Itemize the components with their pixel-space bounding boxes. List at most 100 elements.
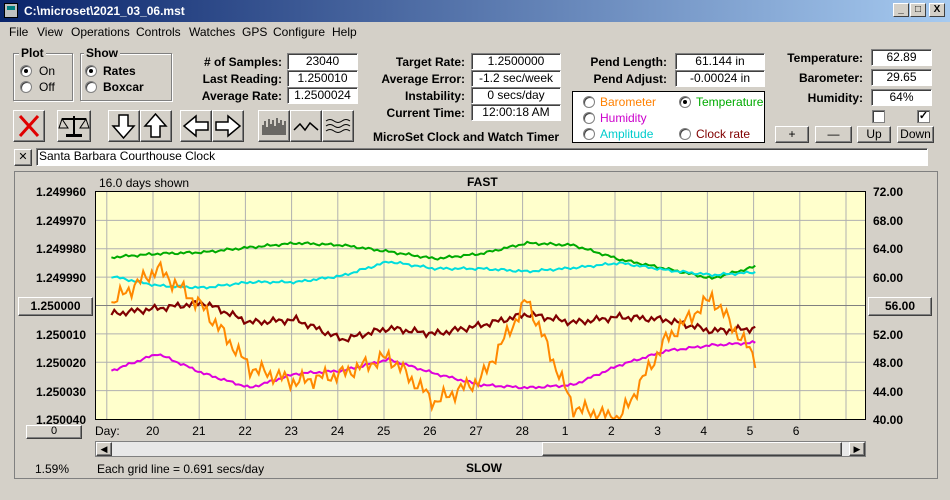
minus-button[interactable]: — <box>815 126 852 143</box>
horizontal-scrollbar[interactable]: ◀ ▶ <box>95 441 866 457</box>
app-title: MicroSet Clock and Watch Timer <box>373 130 560 144</box>
day-tick: 23 <box>284 424 298 438</box>
menu-operations[interactable]: Operations <box>71 25 130 39</box>
temperature-label: Temperature: <box>787 51 863 65</box>
barometer-label: Barometer: <box>798 71 863 85</box>
humidity-label: Humidity: <box>807 91 863 105</box>
current-time-field: 12:00:18 AM <box>471 104 561 121</box>
bar-graph-icon <box>262 118 286 135</box>
day-tick: 26 <box>423 424 437 438</box>
balance-scale-icon <box>58 116 90 137</box>
amplitude-radio-label: Amplitude <box>600 127 654 141</box>
slow-label: SLOW <box>466 461 502 475</box>
day-tick: 22 <box>238 424 252 438</box>
humidity-radio[interactable] <box>583 112 595 124</box>
days-shown-label: 16.0 days shown <box>99 176 190 190</box>
menu-view[interactable]: View <box>37 25 63 39</box>
ytick-right: 40.00 <box>873 413 904 427</box>
menu-help[interactable]: Help <box>332 25 357 39</box>
arrow-right-button[interactable] <box>212 110 244 142</box>
bars-view-button[interactable] <box>258 110 290 142</box>
pend-length-field: 61.144 in <box>675 53 765 70</box>
waves-icon <box>325 119 351 133</box>
last-reading-field: 1.250010 <box>287 70 358 87</box>
minimize-button[interactable]: _ <box>893 3 909 17</box>
menu-watches[interactable]: Watches <box>189 25 236 39</box>
up-button[interactable]: Up <box>857 126 891 143</box>
target-rate-field: 1.2500000 <box>471 53 561 70</box>
show-boxcar-label: Boxcar <box>103 80 144 94</box>
humidity-radio-label: Humidity <box>600 111 647 125</box>
temperature-radio[interactable] <box>679 96 691 108</box>
samples-label: # of Samples: <box>203 55 282 69</box>
checkbox-2[interactable]: ✓ <box>917 110 930 123</box>
clock-rate-radio-label: Clock rate <box>696 127 751 141</box>
day-tick: 4 <box>700 424 708 438</box>
ytick-left: 1.250010 <box>35 328 86 342</box>
menu-configure[interactable]: Configure <box>273 25 326 39</box>
clear-clock-button[interactable]: ✕ <box>14 149 32 166</box>
menu-controls[interactable]: Controls <box>136 25 181 39</box>
ytick-left: 1.249980 <box>35 242 86 256</box>
temperature-radio-label: Temperature <box>696 95 764 109</box>
line-view-button[interactable] <box>290 110 322 142</box>
zero-button[interactable]: 0 <box>26 425 82 439</box>
window-title: C:\microset\2021_03_06.mst <box>24 4 185 18</box>
amplitude-radio[interactable] <box>583 128 595 140</box>
red-x-icon <box>18 114 40 138</box>
wave-view-button[interactable] <box>322 110 354 142</box>
plot-off-radio[interactable] <box>20 81 32 93</box>
average-rate-label: Average Rate: <box>201 89 282 103</box>
close-button[interactable]: X <box>929 3 945 17</box>
plot-area[interactable] <box>95 191 866 422</box>
series-line-barometer <box>111 259 757 422</box>
show-boxcar-radio[interactable] <box>85 81 97 93</box>
arrow-left-button[interactable] <box>180 110 212 142</box>
fast-label: FAST <box>467 175 498 189</box>
day-tick: 3 <box>654 424 661 438</box>
instability-field: 0 secs/day <box>471 87 561 104</box>
checkbox-1[interactable] <box>872 110 885 123</box>
menu-gps[interactable]: GPS <box>242 25 268 39</box>
day-tick: 28 <box>515 424 529 438</box>
maximize-button[interactable]: □ <box>910 3 926 17</box>
app-icon <box>4 3 18 18</box>
scroll-right-button[interactable]: ▶ <box>849 442 865 456</box>
arrow-up-button[interactable] <box>140 110 172 142</box>
temp-center-button[interactable]: 56.00 <box>868 297 932 316</box>
show-rates-label: Rates <box>103 64 136 78</box>
stop-button[interactable] <box>13 110 45 142</box>
ytick-right: 48.00 <box>873 356 904 370</box>
plus-button[interactable]: + <box>775 126 809 143</box>
ytick-right: 44.00 <box>873 385 904 399</box>
plot-on-label: On <box>39 64 56 78</box>
day-tick: 27 <box>469 424 483 438</box>
scroll-left-button[interactable]: ◀ <box>96 442 112 456</box>
day-tick: 5 <box>746 424 754 438</box>
samples-field: 23040 <box>287 53 358 70</box>
pend-adjust-label: Pend Adjust: <box>593 72 667 86</box>
day-tick: 6 <box>792 424 800 438</box>
show-rates-radio[interactable] <box>85 65 97 77</box>
plot-on-radio[interactable] <box>20 65 32 77</box>
menu-file[interactable]: File <box>9 25 29 39</box>
scroll-thumb[interactable] <box>542 442 842 456</box>
series-selector <box>572 91 765 143</box>
line-graph-icon <box>293 121 319 132</box>
arrow-down-button[interactable] <box>108 110 140 142</box>
ytick-left: 1.249970 <box>35 214 86 228</box>
ytick-left: 1.250020 <box>35 356 86 370</box>
series-line-amplitude <box>111 260 756 290</box>
temperature-field: 62.89 <box>871 49 932 66</box>
show-group <box>80 53 172 101</box>
title-bar: C:\microset\2021_03_06.mst _ □ X <box>0 0 950 22</box>
day-tick: 21 <box>192 424 206 438</box>
clock-rate-radio[interactable] <box>679 128 691 140</box>
barometer-radio[interactable] <box>583 96 595 108</box>
clock-name-field[interactable]: Santa Barbara Courthouse Clock <box>36 148 928 166</box>
graph-svg <box>96 192 865 422</box>
balance-button[interactable] <box>57 110 91 142</box>
rate-center-button[interactable]: 1.250000 <box>18 297 93 316</box>
average-rate-field: 1.2500024 <box>287 87 358 104</box>
down-button[interactable]: Down <box>897 126 934 143</box>
